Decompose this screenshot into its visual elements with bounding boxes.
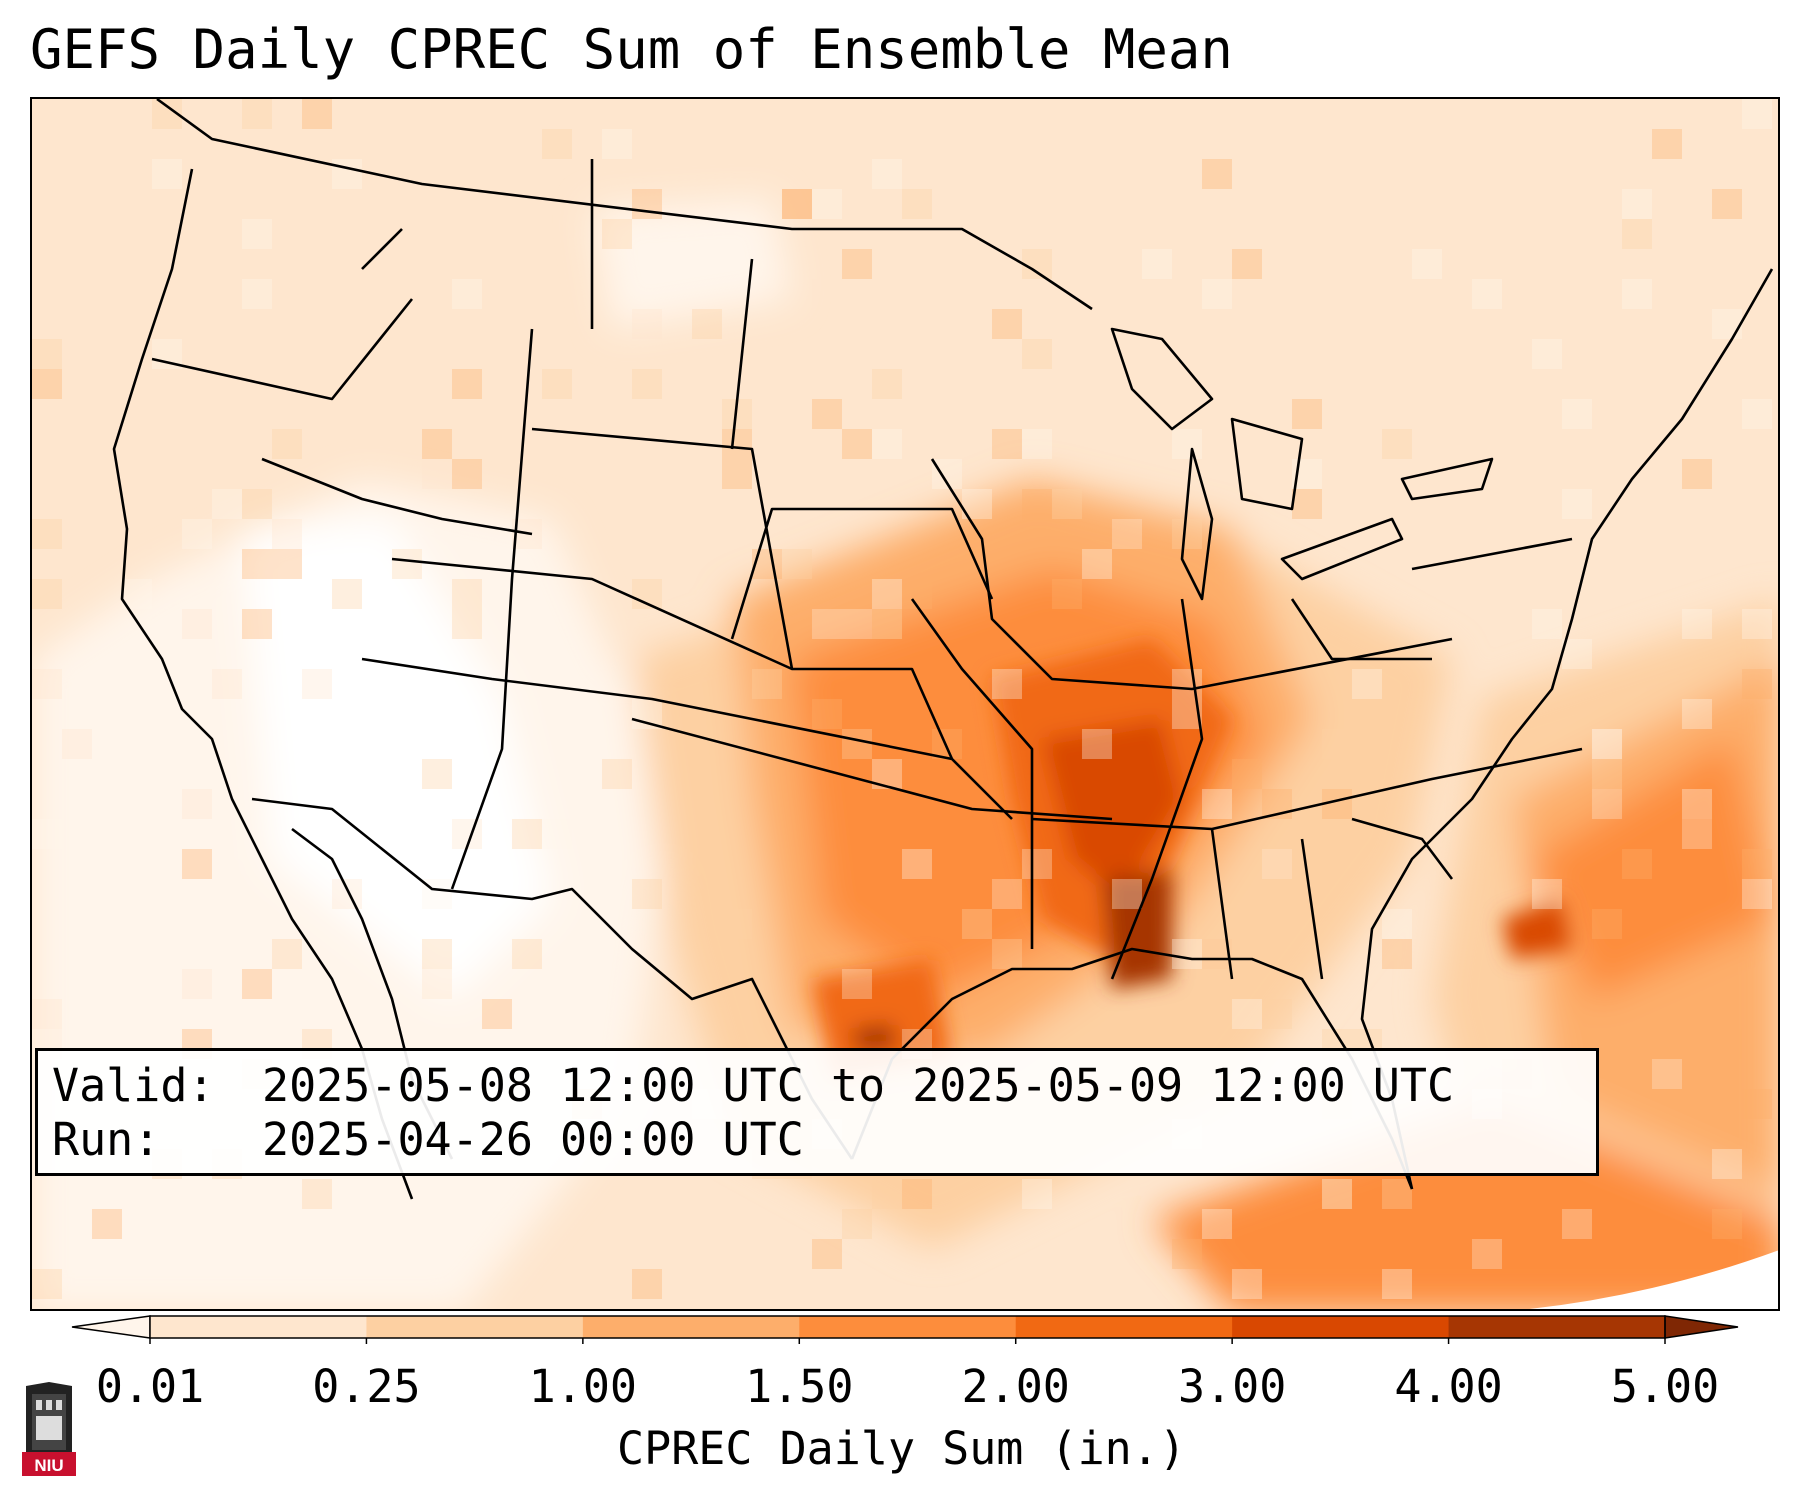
domain-edge — [1529, 1250, 1778, 1309]
colorbar-segment — [366, 1316, 584, 1338]
valid-run-info-box: Valid: 2025-05-08 12:00 UTC to 2025-05-09… — [35, 1048, 1599, 1176]
state-border — [730, 507, 994, 640]
colorbar-segment — [799, 1316, 1017, 1338]
state-border — [1210, 828, 1324, 980]
state-border — [1351, 817, 1454, 880]
state-border — [631, 717, 1113, 821]
state-border — [730, 258, 754, 450]
state-border — [261, 457, 533, 536]
state-border — [930, 458, 1453, 691]
colorbar-segment — [1015, 1316, 1233, 1338]
niu-castle-logo-icon: NIU — [22, 1382, 76, 1476]
colorbar-outline — [149, 1315, 1666, 1339]
state-border — [1031, 747, 1583, 831]
state-border — [450, 328, 534, 890]
colorbar-tick-label: 0.25 — [312, 1360, 421, 1413]
lake-huron — [1230, 417, 1304, 511]
colorbar-tick-label: 4.00 — [1394, 1360, 1503, 1413]
run-value: 2025-04-26 00:00 UTC — [262, 1113, 804, 1166]
colorbar-segment — [1448, 1316, 1666, 1338]
lake-erie — [1280, 517, 1404, 581]
colorbar-segment — [150, 1316, 367, 1338]
colorbar-tick-label: 5.00 — [1610, 1360, 1720, 1413]
map-title: GEFS Daily CPREC Sum of Ensemble Mean — [30, 18, 1233, 81]
valid-label: Valid: — [52, 1059, 215, 1112]
colorbar-tick-label: 3.00 — [1177, 1360, 1287, 1413]
logo-text: NIU — [34, 1456, 63, 1475]
colorbar-tick-label: 0.01 — [95, 1360, 205, 1413]
mexico-border — [251, 797, 854, 1160]
colorbar-tick-label: 1.00 — [528, 1360, 638, 1413]
colorbar-segment — [582, 1316, 800, 1338]
run-label: Run: — [52, 1113, 161, 1166]
state-border — [391, 557, 793, 671]
state-border — [151, 298, 414, 401]
west-coastline — [112, 168, 414, 1200]
lake-michigan — [1180, 447, 1214, 601]
colorbar-label: CPREC Daily Sum (in.) — [617, 1422, 1186, 1475]
state-border — [1290, 598, 1432, 661]
state-border — [361, 159, 594, 329]
lake-superior — [1110, 327, 1214, 431]
colorbar-segment — [1232, 1316, 1450, 1338]
lake-ontario — [1400, 457, 1494, 501]
state-border — [910, 598, 1034, 949]
state-border — [361, 657, 1013, 820]
colorbar-tick-label: 1.50 — [745, 1360, 854, 1413]
state-border — [1110, 598, 1204, 980]
canada-border — [156, 99, 1093, 311]
colorbar-extend-high — [1664, 1315, 1739, 1339]
colorbar-extend-low — [71, 1315, 151, 1339]
colorbar — [71, 1315, 1739, 1344]
colorbar-tick-label: 2.00 — [961, 1360, 1070, 1413]
state-border — [1411, 537, 1573, 571]
atlantic-coastline — [1360, 268, 1774, 1190]
valid-value: 2025-05-08 12:00 UTC to 2025-05-09 12:00… — [262, 1059, 1455, 1112]
boundaries — [112, 99, 1774, 1200]
